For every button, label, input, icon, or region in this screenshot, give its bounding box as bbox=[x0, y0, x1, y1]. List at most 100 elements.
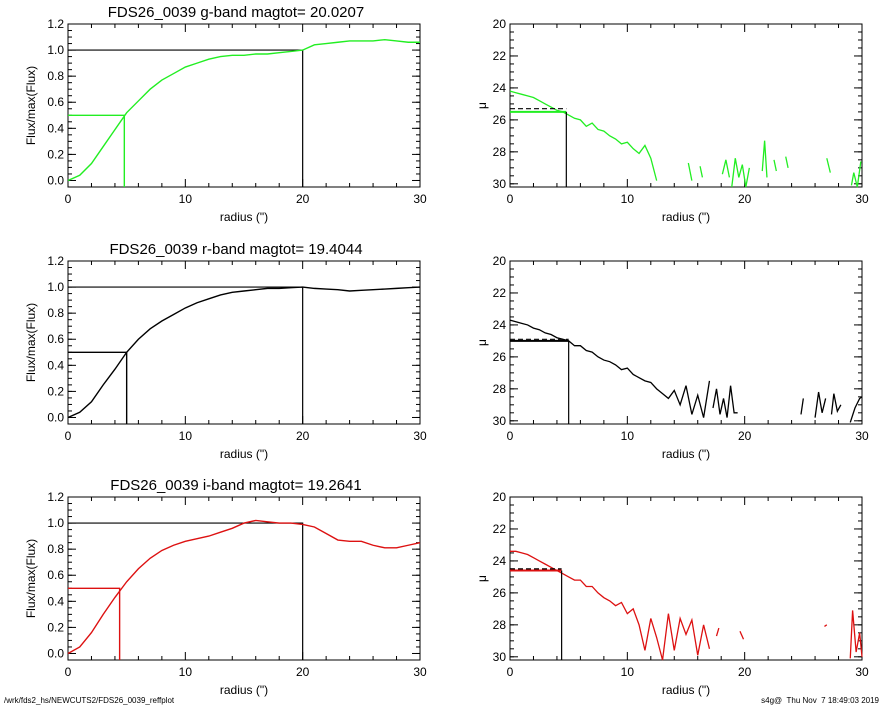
x-tick-label: 30 bbox=[855, 429, 869, 443]
x-tick-label: 10 bbox=[179, 192, 193, 206]
y-tick-label: 20 bbox=[493, 17, 507, 31]
chart-title: FDS26_0039 i-band magtot= 19.2641 bbox=[110, 477, 361, 494]
profile-line bbox=[510, 550, 711, 661]
panel-r-growth-curve: 0 10 20 30 0.0 0.2 0.4 0.6 0.8 1.0 1.2 radius (") Fl… bbox=[24, 241, 427, 461]
y-axis-label: Flux/max(Flux) bbox=[24, 539, 38, 618]
axes-frame bbox=[509, 260, 863, 425]
profile-line bbox=[687, 162, 693, 181]
x-axis-label: radius (") bbox=[220, 683, 268, 697]
x-tick-label: 0 bbox=[507, 429, 514, 443]
x-tick-label: 20 bbox=[296, 429, 310, 443]
y-tick-label: 0.6 bbox=[47, 568, 64, 582]
y-tick-label: 30 bbox=[493, 177, 507, 191]
y-tick-label: 28 bbox=[493, 145, 507, 159]
x-axis-label: radius (") bbox=[662, 683, 710, 697]
x-axis-label: radius (") bbox=[662, 447, 710, 461]
y-tick-label: 28 bbox=[493, 618, 507, 632]
y-tick-label: 30 bbox=[493, 650, 507, 664]
y-tick-label: 0.6 bbox=[47, 332, 64, 346]
profile-line bbox=[699, 166, 704, 178]
x-tick-label: 30 bbox=[855, 665, 869, 679]
y-tick-label: 0.4 bbox=[47, 594, 64, 608]
y-tick-label: 24 bbox=[493, 554, 507, 568]
y-tick-label: 0.0 bbox=[47, 646, 64, 660]
growth-curve-line bbox=[67, 38, 420, 182]
x-tick-label: 0 bbox=[507, 665, 514, 679]
axes-frame bbox=[509, 496, 863, 661]
growth-curve-line bbox=[67, 519, 421, 655]
x-tick-label: 10 bbox=[621, 665, 635, 679]
footer-stamp: s4g@ Thu Nov 7 18:49:03 2019 bbox=[761, 696, 879, 705]
y-tick-label: 0.2 bbox=[47, 147, 64, 161]
y-tick-label: 0.6 bbox=[47, 95, 64, 109]
y-tick-label: 1.0 bbox=[47, 280, 64, 294]
y-axis-label: Flux/max(Flux) bbox=[24, 66, 38, 145]
y-tick-label: 22 bbox=[493, 522, 507, 536]
x-tick-label: 30 bbox=[413, 192, 427, 206]
y-tick-label: 28 bbox=[493, 382, 507, 396]
y-axis-label: μ bbox=[475, 575, 489, 582]
panel-i-growth-curve: 0 10 20 30 0.0 0.2 0.4 0.6 0.8 1.0 1.2 radius (") Fl… bbox=[24, 477, 427, 697]
y-tick-label: 0.2 bbox=[47, 384, 64, 398]
y-tick-label: 0.4 bbox=[47, 358, 64, 372]
y-tick-label: 0.0 bbox=[47, 173, 64, 187]
x-tick-label: 0 bbox=[65, 429, 72, 443]
axes-frame bbox=[67, 260, 421, 425]
profile-line bbox=[761, 140, 768, 178]
r-total-marker bbox=[68, 522, 304, 660]
y-axis-label: μ bbox=[475, 102, 489, 109]
panel-g-surface-brightness: 0 10 20 30 20 22 24 26 28 30 radius (") μ bbox=[475, 17, 869, 224]
profile-line bbox=[814, 391, 827, 418]
r-half-marker bbox=[68, 587, 121, 660]
panel-i-surface-brightness: 0 10 20 30 20 22 24 26 28 30 radius (") μ bbox=[475, 490, 869, 697]
x-tick-label: 30 bbox=[413, 429, 427, 443]
y-tick-label: 0.0 bbox=[47, 410, 64, 424]
y-axis-label: μ bbox=[475, 339, 489, 346]
panel-g-growth-curve: 0 10 20 30 0.0 0.2 0.4 0.6 0.8 1.0 1.2 radius (") Fl… bbox=[24, 4, 427, 224]
y-tick-label: 30 bbox=[493, 414, 507, 428]
profile-line bbox=[712, 385, 738, 418]
profile-line bbox=[849, 396, 863, 423]
y-tick-label: 26 bbox=[493, 350, 507, 364]
x-axis-label: radius (") bbox=[220, 447, 268, 461]
y-tick-label: 1.0 bbox=[47, 43, 64, 57]
x-tick-label: 0 bbox=[65, 192, 72, 206]
x-tick-label: 20 bbox=[738, 665, 752, 679]
x-tick-label: 30 bbox=[855, 192, 869, 206]
profile-line bbox=[773, 159, 777, 172]
y-tick-label: 0.4 bbox=[47, 121, 64, 135]
profile-line bbox=[850, 161, 862, 188]
panel-r-surface-brightness: 0 10 20 30 20 22 24 26 28 30 radius (") μ bbox=[475, 254, 869, 461]
y-tick-label: 0.8 bbox=[47, 69, 64, 83]
y-tick-label: 20 bbox=[493, 490, 507, 504]
r-total-marker bbox=[68, 49, 304, 187]
y-tick-label: 26 bbox=[493, 113, 507, 127]
profile-line bbox=[509, 319, 711, 418]
x-tick-label: 20 bbox=[296, 665, 310, 679]
x-tick-label: 0 bbox=[507, 192, 514, 206]
y-tick-label: 24 bbox=[493, 81, 507, 95]
chart-title: FDS26_0039 g-band magtot= 20.0207 bbox=[108, 4, 364, 21]
x-tick-label: 20 bbox=[738, 192, 752, 206]
y-tick-label: 0.8 bbox=[47, 306, 64, 320]
x-tick-label: 30 bbox=[413, 665, 427, 679]
profile-line bbox=[830, 393, 842, 415]
footer-path: /wrk/fds2_hs/NEWCUTS2/FDS26_0039_reffplo… bbox=[4, 696, 175, 705]
y-tick-label: 24 bbox=[493, 318, 507, 332]
axes-frame bbox=[509, 23, 863, 188]
x-axis-label: radius (") bbox=[662, 210, 710, 224]
x-tick-label: 0 bbox=[65, 665, 72, 679]
profile-line bbox=[731, 158, 750, 188]
profile-line bbox=[826, 158, 831, 173]
growth-curve-line bbox=[67, 286, 421, 419]
axes-frame bbox=[67, 496, 421, 661]
y-tick-label: 1.2 bbox=[47, 254, 64, 268]
x-tick-label: 10 bbox=[621, 192, 635, 206]
profile-line bbox=[824, 624, 828, 627]
profile-line bbox=[849, 610, 863, 659]
y-tick-label: 0.8 bbox=[47, 542, 64, 556]
profile-line bbox=[721, 159, 731, 178]
x-axis-label: radius (") bbox=[220, 210, 268, 224]
y-tick-label: 26 bbox=[493, 586, 507, 600]
